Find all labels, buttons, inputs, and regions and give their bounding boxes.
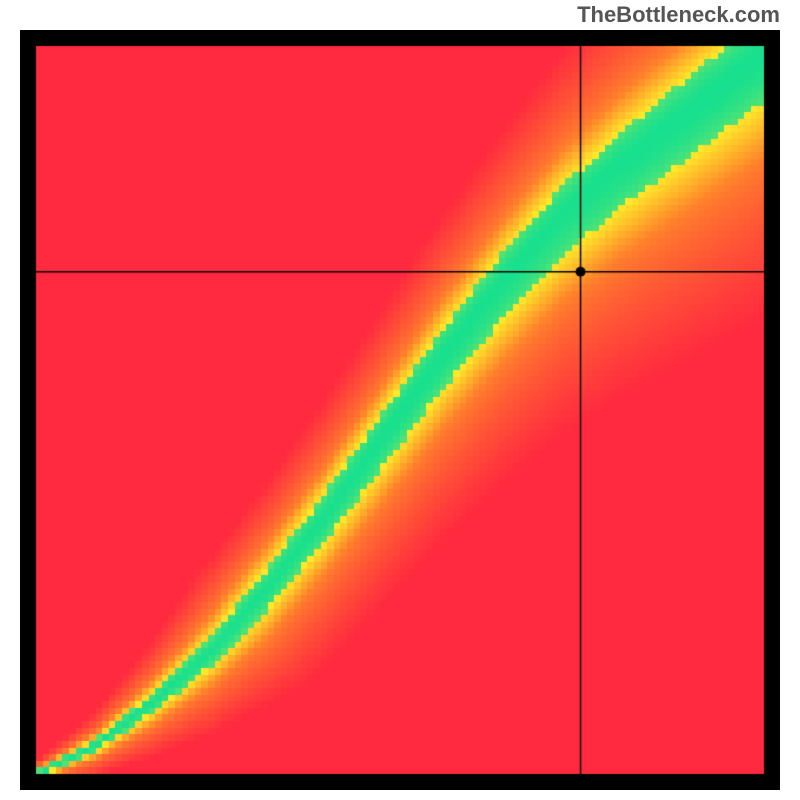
overlay-canvas — [20, 30, 780, 790]
attribution-text: TheBottleneck.com — [577, 2, 780, 28]
heatmap-plot — [20, 30, 780, 790]
